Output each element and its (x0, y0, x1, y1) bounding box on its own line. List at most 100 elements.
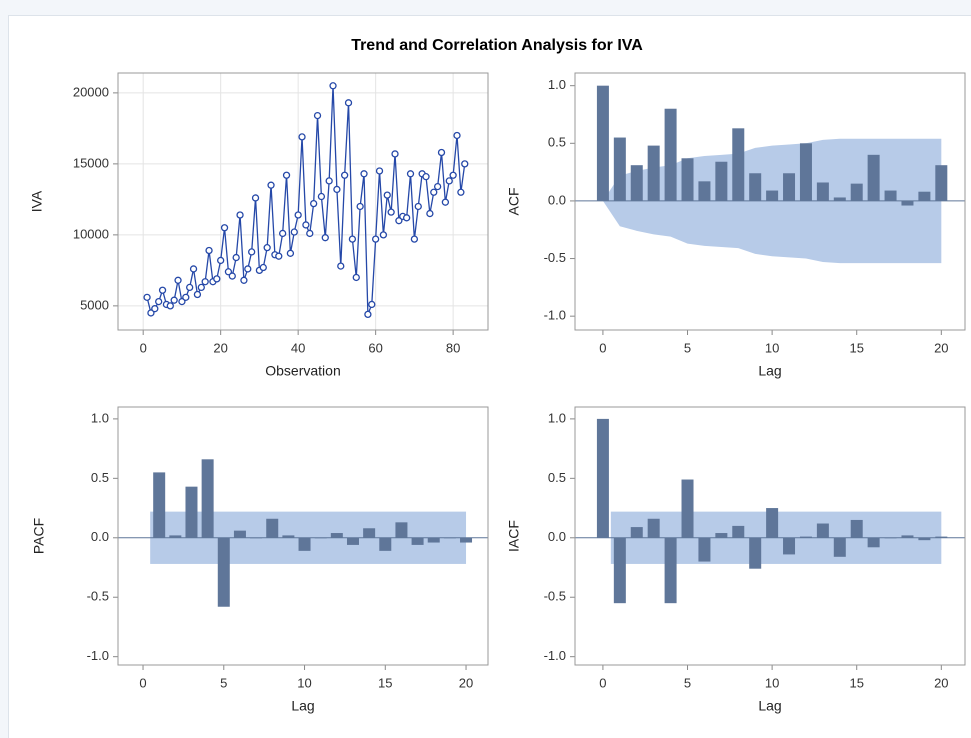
bar (799, 536, 812, 538)
data-point (433, 182, 442, 191)
x-tick-label: 20 (934, 675, 948, 690)
data-point (193, 290, 202, 299)
data-point (387, 208, 395, 216)
data-point (294, 211, 302, 219)
bar (664, 108, 677, 201)
bar (935, 165, 948, 201)
bar (833, 197, 846, 201)
data-point (340, 171, 349, 179)
data-point (174, 276, 182, 284)
chart-title: Trend and Correlation Analysis for IVA (351, 37, 643, 54)
x-tick-label: 0 (599, 340, 606, 355)
bar (346, 537, 359, 545)
bar (816, 182, 829, 201)
bar (169, 535, 182, 538)
y-tick-label: 0.0 (548, 192, 566, 207)
data-point (201, 278, 209, 286)
bar (816, 523, 829, 538)
bar (867, 154, 880, 201)
y-tick-label: 0.0 (548, 529, 566, 544)
bar (647, 145, 660, 201)
y-tick-label: 0.5 (548, 470, 566, 485)
data-point (406, 170, 415, 178)
data-point (410, 235, 419, 243)
data-point (453, 131, 461, 140)
data-point (437, 148, 446, 157)
bar (766, 190, 779, 201)
data-point (182, 293, 190, 301)
x-tick-label: 15 (378, 675, 392, 690)
data-point (426, 209, 434, 218)
x-axis-label: Lag (758, 698, 781, 714)
data-point (290, 228, 298, 236)
bar (596, 418, 609, 538)
bar (867, 537, 880, 548)
data-point (275, 252, 283, 260)
bar (918, 191, 931, 201)
x-tick-label: 5 (220, 675, 227, 690)
y-tick-label: 5000 (80, 297, 109, 312)
data-point (298, 133, 306, 141)
x-tick-label: 40 (291, 340, 305, 355)
data-point (170, 296, 178, 304)
x-tick-label: 5 (684, 340, 691, 355)
bar (715, 533, 728, 538)
data-point (186, 283, 194, 292)
bar (681, 158, 694, 201)
bar (749, 537, 762, 569)
data-point (352, 273, 360, 282)
x-tick-label: 15 (849, 340, 863, 355)
x-tick-label: 10 (765, 340, 779, 355)
data-point (166, 302, 174, 310)
data-point (310, 199, 318, 208)
y-tick-label: 20000 (73, 84, 109, 99)
bar (185, 486, 198, 538)
bar (715, 161, 728, 201)
plot-frame (117, 406, 489, 666)
bar (630, 165, 643, 201)
data-point (364, 310, 372, 319)
bar (799, 143, 812, 201)
data-point (217, 256, 225, 265)
data-point (240, 276, 248, 284)
data-point (321, 234, 329, 242)
y-tick-label: 1.0 (548, 77, 566, 92)
data-point (251, 194, 260, 202)
y-tick-label: 0.5 (548, 135, 566, 150)
y-axis-label: PACF (31, 518, 47, 554)
data-point (430, 188, 438, 196)
x-tick-label: 0 (599, 675, 606, 690)
data-point (302, 221, 310, 229)
data-point (337, 262, 345, 270)
bar (884, 190, 897, 201)
x-tick-label: 5 (684, 675, 691, 690)
data-point (197, 283, 205, 292)
data-point (391, 150, 399, 158)
x-axis-label: Observation (265, 363, 340, 379)
bar (282, 535, 295, 538)
y-tick-label: -0.5 (87, 589, 109, 604)
bar (901, 535, 914, 538)
data-point (356, 202, 364, 211)
bar (460, 537, 473, 543)
bar (647, 518, 660, 538)
data-point (279, 229, 287, 238)
data-point (325, 177, 333, 185)
x-tick-label: 0 (140, 340, 147, 355)
data-point (286, 249, 295, 257)
y-axis-label: IACF (506, 520, 522, 552)
data-point (333, 185, 341, 194)
data-point (263, 243, 271, 252)
x-tick-label: 20 (213, 340, 227, 355)
data-point (158, 286, 167, 294)
bar (379, 537, 392, 551)
bar (363, 528, 376, 538)
plot-frame (574, 72, 966, 331)
y-tick-label: -1.0 (544, 648, 566, 663)
bar (395, 522, 408, 538)
bar (266, 518, 279, 538)
bar (681, 479, 694, 538)
data-point (248, 248, 256, 256)
